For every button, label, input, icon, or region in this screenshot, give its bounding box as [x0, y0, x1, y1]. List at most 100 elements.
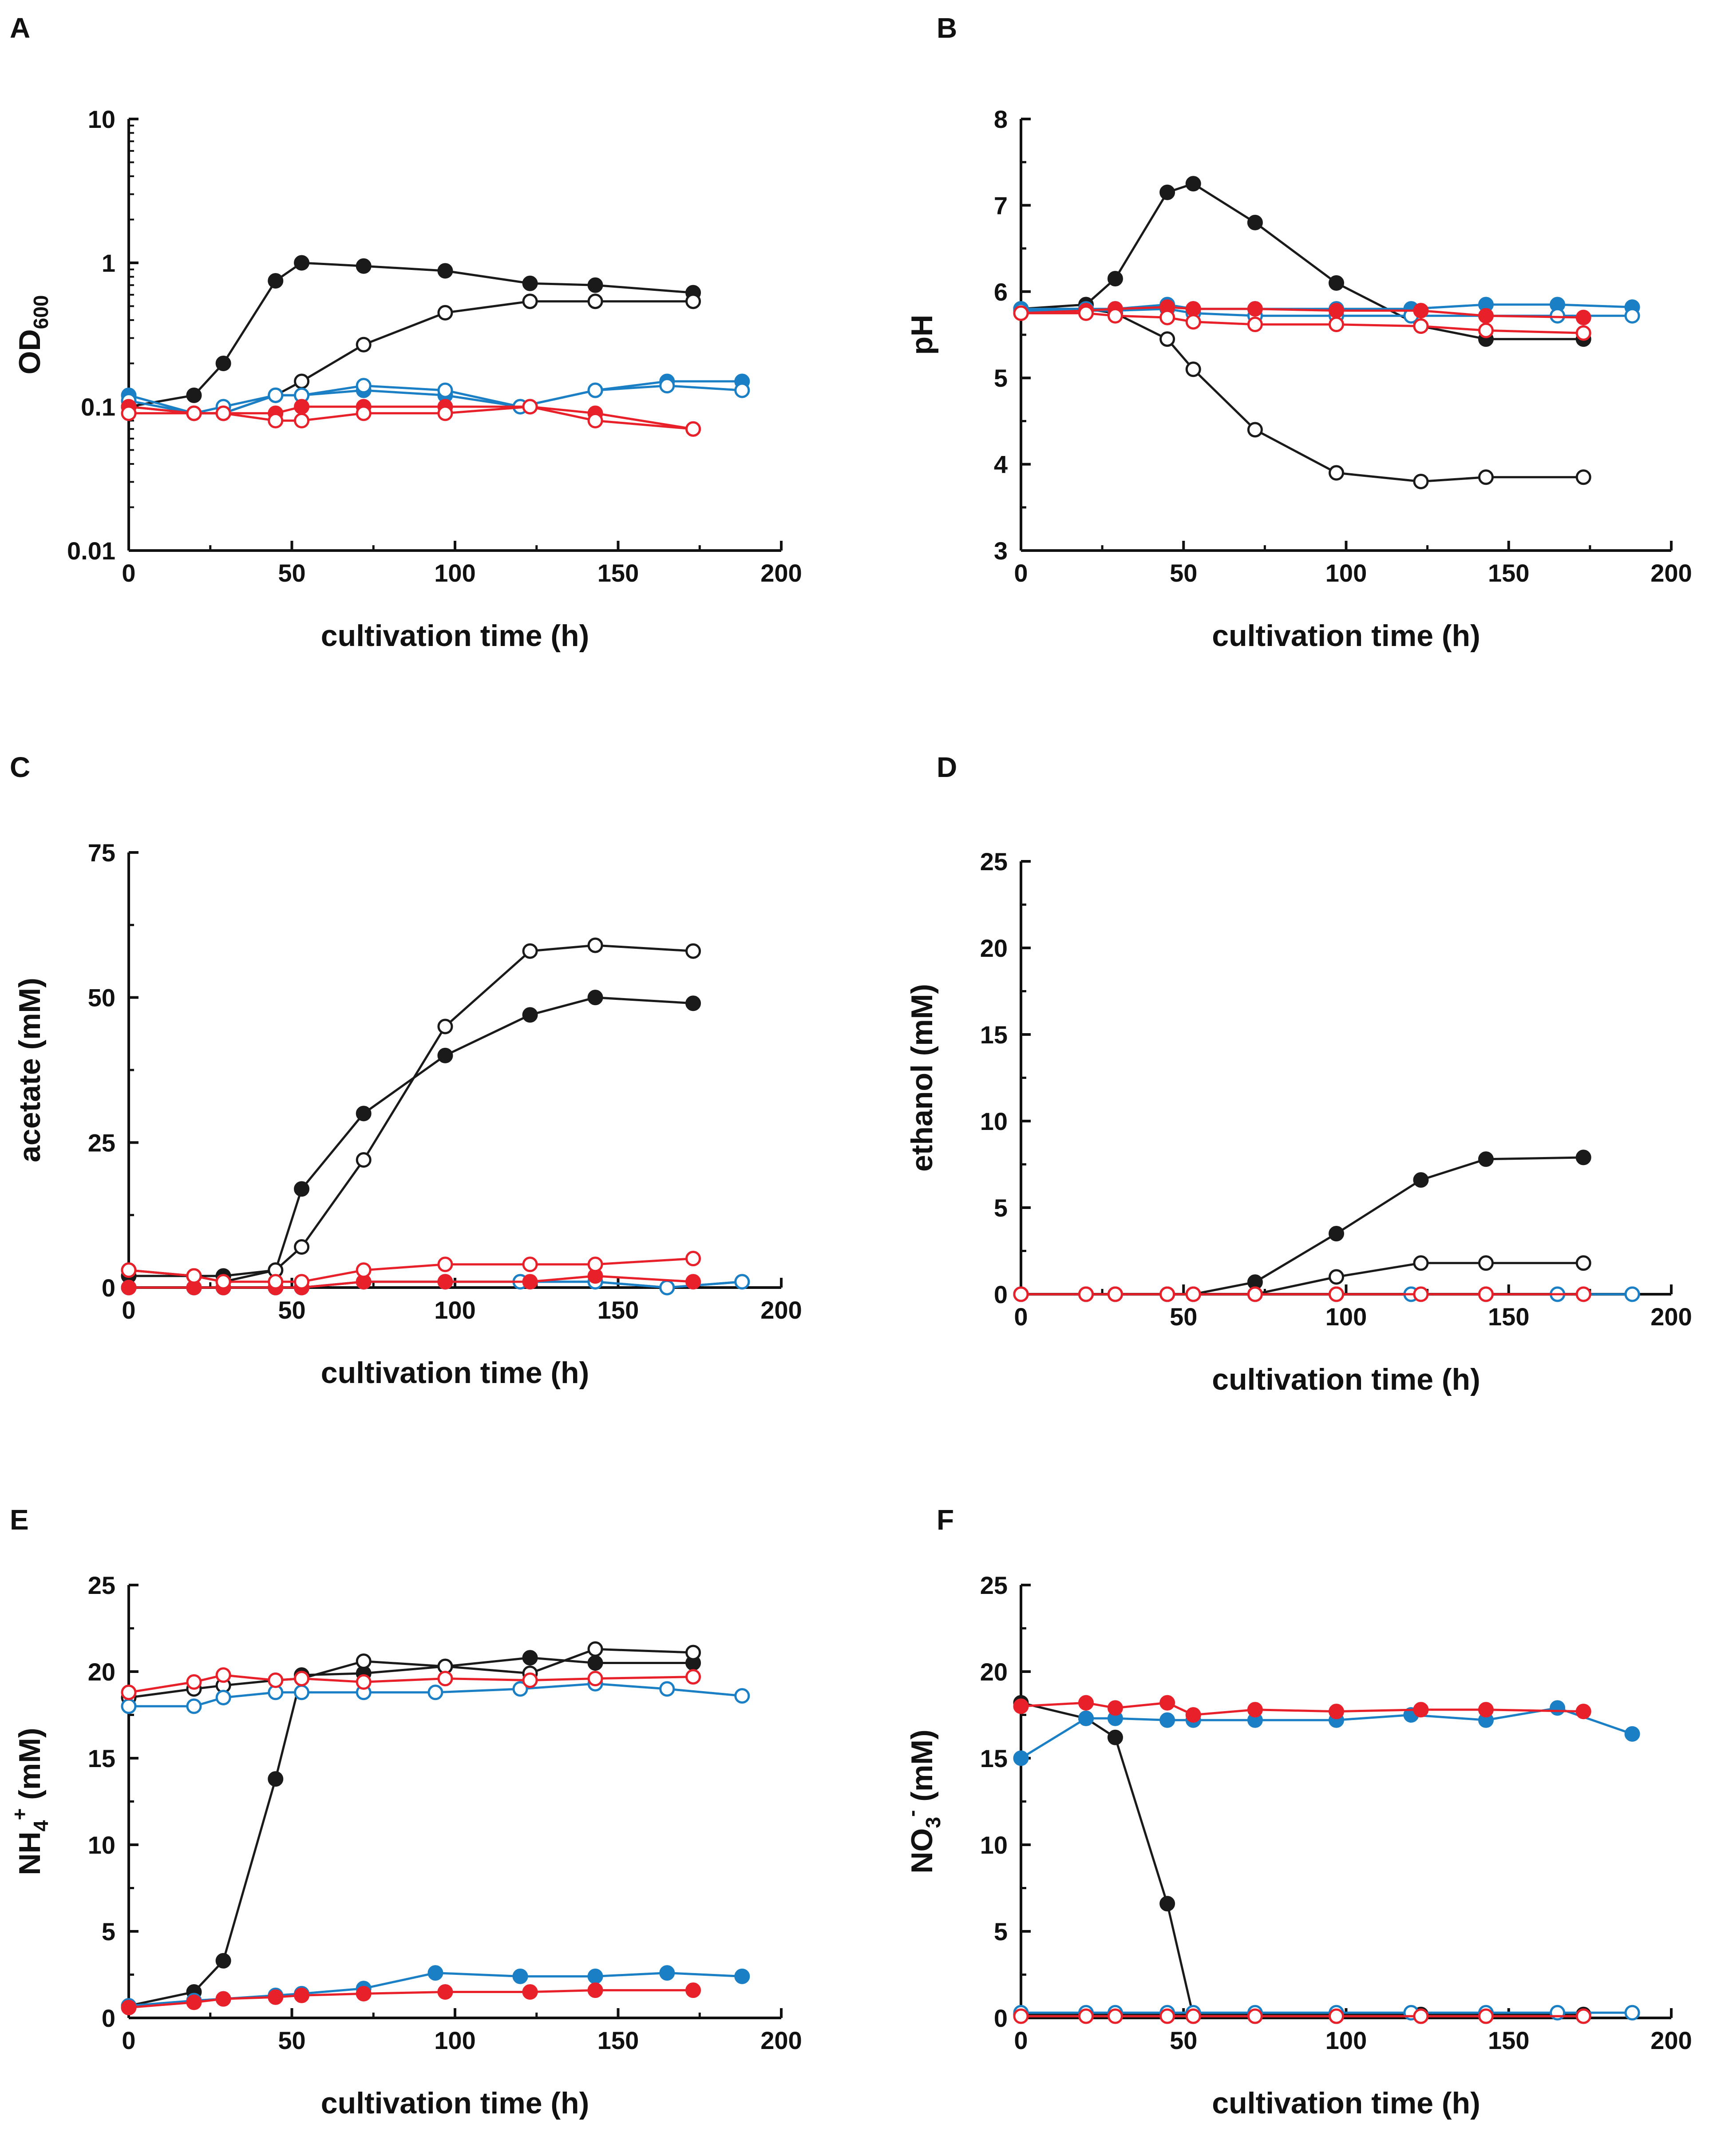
series-line — [1021, 1262, 1584, 1296]
series-blue-filled — [1013, 1700, 1640, 1766]
data-point — [1185, 1286, 1201, 1302]
data-point — [1078, 1695, 1094, 1711]
data-point — [437, 1019, 453, 1034]
x-tick-label: 0 — [122, 559, 135, 587]
data-point — [1624, 1726, 1640, 1742]
data-point — [587, 1256, 603, 1272]
series-line — [1021, 182, 1584, 341]
data-point — [1078, 1710, 1094, 1726]
data-point — [1478, 322, 1494, 338]
data-point — [659, 1965, 675, 1981]
series-red-filled — [121, 1268, 701, 1296]
data-point — [685, 293, 701, 309]
panel-letter-a: A — [10, 12, 30, 44]
data-point — [186, 387, 202, 403]
data-point — [427, 1684, 443, 1700]
series-blue-open — [121, 1676, 750, 1714]
data-point — [294, 399, 310, 415]
data-point — [685, 421, 701, 437]
data-point — [268, 1672, 284, 1688]
data-point — [1185, 176, 1201, 192]
x-tick-label: 50 — [1170, 2026, 1197, 2054]
data-point — [1575, 309, 1591, 325]
data-point — [1413, 1172, 1429, 1188]
y-tick-label: 4 — [994, 451, 1008, 479]
x-tick-label: 0 — [122, 1296, 135, 1324]
data-point — [587, 277, 603, 293]
data-point — [186, 1994, 202, 2010]
x-tick-label: 150 — [1488, 1303, 1529, 1331]
series-red-open — [1013, 1286, 1591, 1302]
panel-c: C 0 50 100 150 200 0 25 50 75 cultivation time (h)… — [10, 751, 802, 1390]
data-point — [1478, 308, 1494, 324]
data-point — [1247, 422, 1263, 438]
data-point — [587, 1982, 603, 1998]
series-black-filled — [121, 990, 701, 1284]
y-axis-title: pH — [905, 315, 939, 355]
data-point — [1478, 469, 1494, 485]
x-tick-label: 200 — [760, 2026, 802, 2054]
data-point — [427, 1965, 443, 1981]
data-point — [1478, 1151, 1494, 1167]
data-point — [512, 1968, 528, 1984]
y-tick-label: 15 — [980, 1021, 1008, 1049]
data-point — [512, 1681, 528, 1697]
y-tick-label: 0.01 — [67, 537, 115, 565]
series-line — [129, 996, 693, 1277]
data-point — [437, 1274, 453, 1290]
data-point — [1107, 1286, 1123, 1302]
data-point — [1159, 331, 1175, 347]
data-point — [268, 273, 284, 289]
y-tick-label: 0.1 — [81, 393, 115, 421]
series-red-open — [121, 399, 701, 437]
data-point — [1185, 361, 1201, 377]
x-axis-title: cultivation time (h) — [1212, 619, 1480, 653]
x-tick-label: 0 — [1014, 559, 1028, 587]
data-point — [1329, 317, 1345, 333]
x-tick-label: 50 — [278, 1296, 305, 1324]
data-point — [522, 1984, 538, 2000]
data-point — [437, 263, 453, 279]
series-black-filled — [121, 1650, 701, 2014]
data-point — [356, 337, 372, 353]
data-point — [437, 1047, 453, 1063]
x-tick-label: 50 — [1170, 1303, 1197, 1331]
x-axis-title: cultivation time (h) — [1212, 1363, 1480, 1396]
data-point — [685, 1251, 701, 1267]
series-line — [1021, 1701, 1584, 1716]
data-point — [1624, 2005, 1640, 2021]
data-point — [356, 1653, 372, 1669]
data-point — [186, 405, 202, 421]
series-line — [129, 1275, 693, 1289]
y-tick-label: 10 — [88, 105, 115, 133]
series-black-filled — [1013, 1695, 1591, 2024]
data-point — [215, 1667, 231, 1683]
data-point — [268, 387, 284, 403]
data-point — [522, 943, 538, 959]
series-line — [128, 1648, 693, 1699]
y-tick-label: 5 — [102, 1918, 115, 1946]
data-point — [734, 1968, 750, 1984]
data-point — [1247, 301, 1263, 317]
data-point — [522, 399, 538, 415]
data-point — [268, 412, 284, 428]
data-point — [587, 990, 603, 1006]
data-point — [356, 378, 372, 394]
y-tick-label: 25 — [88, 1129, 115, 1157]
data-point — [1624, 1286, 1640, 1302]
data-point — [587, 412, 603, 428]
y-tick-label: 1 — [102, 249, 115, 277]
y-tick-label: 6 — [994, 278, 1008, 306]
data-point — [659, 378, 675, 394]
data-point — [437, 1256, 453, 1272]
data-point — [1575, 1286, 1591, 1302]
data-point — [522, 1274, 538, 1290]
x-tick-label: 100 — [434, 2026, 475, 2054]
y-axis-title: OD600 — [13, 295, 52, 375]
data-point — [1013, 1698, 1029, 1714]
data-point — [1247, 1702, 1263, 1718]
data-point — [1575, 325, 1591, 341]
y-axis-title: NH4+ (mM) — [8, 1728, 52, 1875]
data-point — [1413, 2008, 1429, 2024]
data-point — [587, 1671, 603, 1687]
